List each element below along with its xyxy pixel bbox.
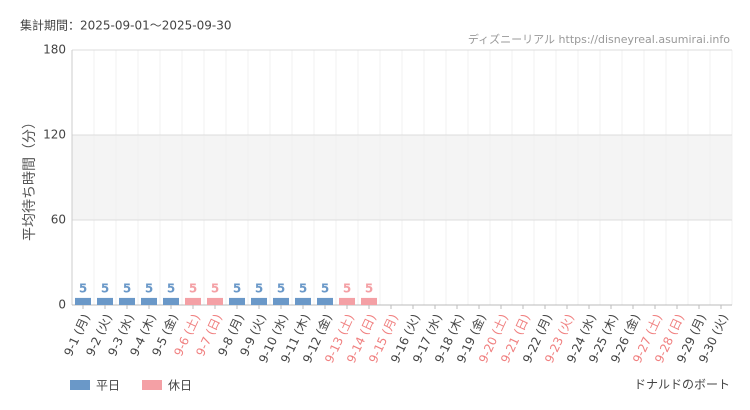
legend-swatch [70, 380, 90, 390]
value-label: 5 [167, 281, 175, 295]
value-label: 5 [255, 281, 263, 295]
value-label: 5 [365, 281, 373, 295]
value-label: 5 [299, 281, 307, 295]
value-label: 5 [79, 281, 87, 295]
bar [185, 297, 201, 305]
y-tick-label: 0 [58, 298, 66, 312]
footer: ドナルドのボート [634, 378, 730, 392]
value-label: 5 [123, 281, 131, 295]
bar [339, 297, 355, 305]
period: 集計期間：2025-09-01～2025-09-30 [20, 18, 231, 33]
legend-swatch [142, 380, 162, 390]
bar [229, 297, 245, 305]
y-tick-label: 180 [43, 43, 66, 57]
value-label: 5 [145, 281, 153, 295]
value-label: 5 [101, 281, 109, 295]
y-tick-label: 120 [43, 128, 66, 142]
bar [295, 297, 311, 305]
bar [273, 297, 289, 305]
value-label: 5 [343, 281, 351, 295]
bar [119, 297, 135, 305]
value-label: 5 [233, 281, 241, 295]
value-label: 5 [189, 281, 197, 295]
bar [75, 297, 91, 305]
bar [361, 297, 377, 305]
value-label: 5 [277, 281, 285, 295]
bar [251, 297, 267, 305]
legend-label: 平日 [96, 379, 120, 393]
bar [317, 297, 333, 305]
source: ディズニーリアル https://disneyreal.asumirai.inf… [468, 32, 730, 46]
value-label: 5 [321, 281, 329, 295]
bar [141, 297, 157, 305]
y-axis-label: 平均待ち時間（分） [22, 115, 38, 241]
y-tick-label: 60 [51, 213, 66, 227]
bar [207, 297, 223, 305]
bar [97, 297, 113, 305]
legend-label: 休日 [168, 379, 192, 393]
value-label: 5 [211, 281, 219, 295]
bar [163, 297, 179, 305]
